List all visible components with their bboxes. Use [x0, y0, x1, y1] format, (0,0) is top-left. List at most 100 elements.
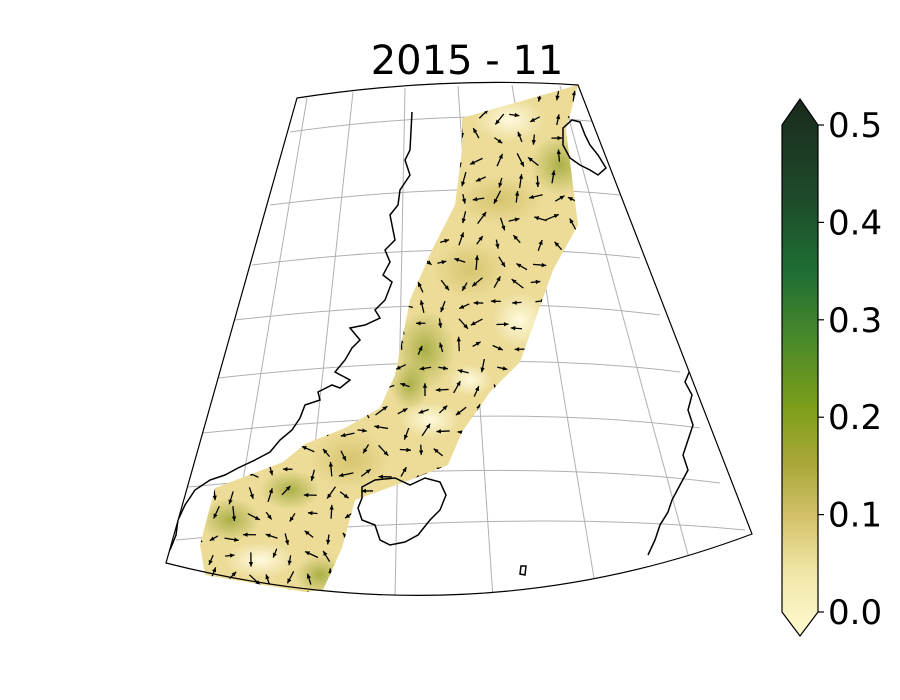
vector-arrow-head	[418, 345, 423, 351]
vector-arrow-head	[473, 300, 479, 306]
vector-arrow-head	[211, 567, 217, 573]
vector-arrow-head	[555, 114, 561, 120]
vector-arrow-head	[514, 191, 520, 196]
vector-arrow-head	[287, 560, 292, 566]
vector-arrow-head	[435, 387, 441, 393]
colorbar-tick-label: 0.3	[828, 301, 882, 341]
vector-arrow-head	[362, 428, 367, 433]
vector-arrow-head	[455, 410, 461, 416]
colorbar-ticks: 0.0 0.1 0.2 0.3 0.4 0.5	[818, 106, 882, 633]
vector-arrow-head	[378, 474, 383, 479]
vector-arrow-head	[551, 170, 556, 176]
colorbar-tick-label: 0.4	[828, 203, 882, 243]
vector-arrow-head	[249, 493, 254, 499]
map-title: 2015 - 11	[370, 38, 564, 84]
vector-arrow-head	[342, 532, 348, 538]
vector-arrow-head	[456, 381, 461, 387]
vector-arrow-head	[481, 211, 487, 217]
vector-arrow-head	[231, 571, 237, 577]
vector-arrow-head	[559, 195, 565, 200]
vector-arrow-head	[301, 446, 307, 451]
vector-arrow-head	[400, 382, 406, 388]
vector-arrow-head	[454, 257, 460, 263]
vector-arrow-head	[480, 367, 485, 373]
vector-arrow-head	[402, 467, 407, 473]
vector-arrow-head	[554, 241, 560, 247]
vector-arrow-head	[208, 559, 213, 565]
vector-arrow-head	[422, 383, 428, 388]
vector-arrow-head	[510, 326, 516, 331]
vector-arrow-head	[530, 117, 536, 122]
vector-arrow-head	[537, 96, 542, 102]
vector-arrow-head	[327, 493, 332, 499]
vector-arrow-head	[456, 336, 461, 342]
vector-arrow-head	[307, 510, 313, 516]
vector-arrow-head	[475, 386, 479, 392]
vector-arrow-head	[406, 447, 411, 453]
vector-arrow-head	[363, 448, 368, 454]
vector-arrow-head	[265, 574, 270, 580]
vector-arrow-head	[374, 424, 380, 430]
vector-arrow-head	[228, 499, 233, 505]
vector-arrow-head	[287, 578, 292, 584]
vector-arrow-head	[326, 539, 331, 545]
vector-arrow-head	[535, 279, 541, 285]
vector-arrow-head	[512, 300, 517, 305]
vector-arrow-head	[322, 448, 328, 454]
vector-arrow-head	[282, 467, 288, 472]
vector-arrow-head	[402, 408, 408, 413]
vector-arrow-head	[285, 485, 291, 491]
vector-arrow-head	[529, 194, 534, 200]
vector-arrow-head	[514, 217, 520, 222]
vector-arrow-head	[304, 530, 310, 536]
vector-arrow-head	[472, 281, 478, 287]
vector-arrow-head	[209, 536, 215, 541]
vector-arrow-head	[457, 369, 463, 374]
vector-arrow-head	[497, 138, 503, 144]
vector-arrow-head	[303, 492, 309, 498]
vector-arrow-head	[231, 516, 237, 522]
vector-arrow-head	[305, 551, 311, 556]
vector-arrow-head	[496, 276, 501, 282]
vector-arrow-head	[229, 553, 235, 558]
vector-arrow-head	[365, 469, 371, 474]
vector-arrow-head	[444, 285, 449, 291]
vector-arrow-head	[268, 488, 274, 494]
vector-arrow-head	[495, 243, 500, 249]
vector-arrow-head	[528, 157, 533, 162]
vector-arrow-head	[272, 552, 277, 558]
vector-arrow-head	[470, 321, 476, 326]
vector-arrow-head	[444, 238, 450, 244]
vector-arrow-head	[503, 322, 509, 327]
vector-arrow-head	[459, 232, 465, 238]
vector-arrow-head	[433, 448, 439, 454]
vector-arrow-head	[478, 235, 483, 241]
vector-arrow-head	[514, 347, 520, 352]
vector-arrow-head	[289, 516, 294, 522]
vector-arrow-head	[461, 218, 466, 224]
vector-arrow-head	[474, 255, 480, 260]
vector-arrow-head	[338, 472, 344, 478]
vector-arrow-head	[284, 540, 290, 545]
vector-arrow-head	[463, 323, 468, 329]
vector-arrow-head	[517, 131, 522, 137]
vector-arrow-head	[439, 342, 444, 348]
vector-arrow-head	[567, 197, 573, 202]
vector-arrow-head	[213, 513, 218, 519]
vector-arrow-head	[340, 432, 346, 438]
colorbar-bar	[781, 97, 819, 637]
vector-arrow-head	[498, 182, 503, 188]
vector-arrow-head	[395, 365, 401, 370]
vector-arrow-head	[328, 461, 334, 467]
vector-arrow-head	[345, 513, 351, 519]
vector-arrow-head	[417, 281, 422, 287]
vector-arrow-head	[571, 90, 577, 96]
vector-arrow-head	[441, 260, 447, 265]
vector-arrow-head	[418, 409, 424, 414]
vector-arrow-head	[513, 235, 519, 240]
vector-arrow-head	[497, 346, 503, 351]
vector-arrow-head	[248, 562, 254, 567]
vector-arrow-head	[438, 323, 443, 328]
